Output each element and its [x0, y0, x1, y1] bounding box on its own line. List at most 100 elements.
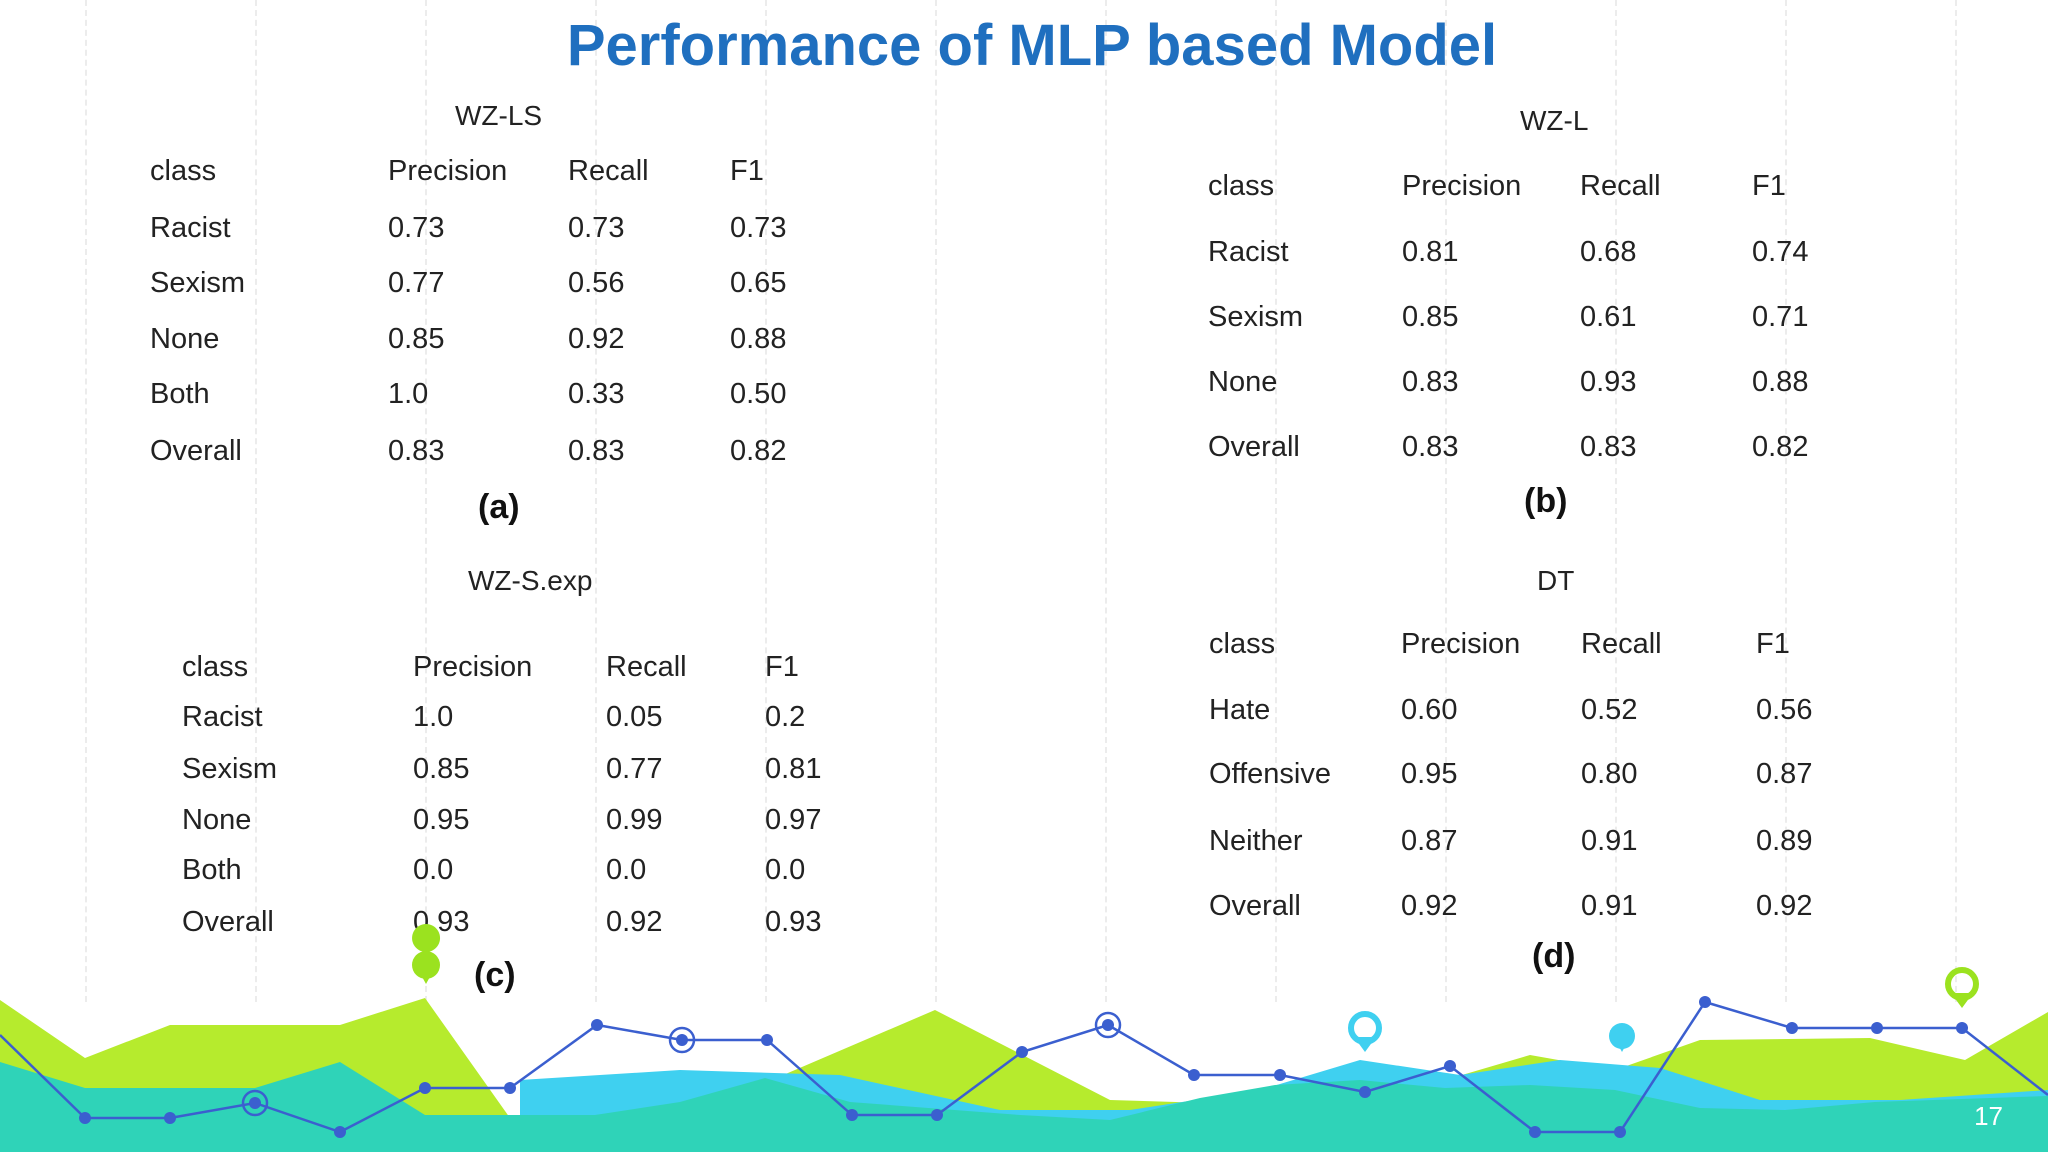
cell-value: 0.85	[1402, 301, 1459, 333]
row-label: Sexism	[150, 267, 246, 299]
cell-value: 0.92	[1756, 890, 1813, 922]
cell-value: 0.52	[1581, 694, 1638, 726]
cell-value: 0.83	[568, 435, 625, 467]
cell-value: 0.83	[1402, 431, 1459, 463]
cell-value: 0.83	[1402, 366, 1459, 398]
guide-line	[1445, 0, 1447, 1002]
page-number: 17	[1974, 1101, 2003, 1131]
row-label: Racist	[150, 212, 231, 244]
table-name: DT	[1537, 565, 1575, 596]
cell-value: 0.92	[606, 906, 663, 938]
trend-points	[79, 996, 1968, 1138]
cell-value: 0.91	[1581, 825, 1638, 857]
cell-value: 0.85	[388, 323, 445, 355]
cell-value: 0.80	[1581, 758, 1638, 790]
row-label: Neither	[1209, 825, 1303, 857]
header-class: class	[1208, 170, 1275, 202]
slide-title: Performance of MLP based Model	[566, 13, 1498, 78]
cell-value: 0.56	[1756, 694, 1813, 726]
row-label: None	[150, 323, 220, 355]
row-label: Sexism	[182, 753, 278, 785]
guide-line	[85, 0, 87, 1002]
cell-value: 0.89	[1756, 825, 1813, 857]
table-name: WZ-LS	[455, 100, 543, 131]
cell-value: 0.87	[1401, 825, 1458, 857]
cell-value: 0.33	[568, 378, 625, 410]
cell-value: 0.88	[1752, 366, 1809, 398]
guide-line	[595, 0, 597, 1002]
guide-line	[935, 0, 937, 1002]
row-label: Both	[182, 854, 242, 886]
cell-value: 0.92	[1401, 890, 1458, 922]
guide-line	[1955, 0, 1957, 1002]
row-label: None	[182, 804, 252, 836]
cell-value: 0.82	[1752, 431, 1809, 463]
row-label: Racist	[182, 701, 263, 733]
cell-value: 0.56	[568, 267, 625, 299]
cell-value: 0.68	[1580, 236, 1637, 268]
cell-value: 0.71	[1752, 301, 1809, 333]
header-precision: Precision	[1401, 628, 1521, 660]
location-outline-icon	[1348, 1011, 1382, 1052]
row-label: Hate	[1209, 694, 1271, 726]
row-label: Overall	[150, 435, 242, 467]
header-f1: F1	[1752, 170, 1786, 202]
guide-line	[1615, 0, 1617, 1002]
row-label: Overall	[182, 906, 274, 938]
row-label: Racist	[1208, 236, 1289, 268]
cell-value: 0.87	[1756, 758, 1813, 790]
cell-value: 0.0	[413, 854, 454, 886]
cell-value: 0.0	[606, 854, 647, 886]
guide-line	[1275, 0, 1277, 1002]
row-label: Both	[150, 378, 210, 410]
row-label: Offensive	[1209, 758, 1331, 790]
cell-value: 0.05	[606, 701, 663, 733]
guide-line	[255, 0, 257, 1002]
guide-line	[1785, 0, 1787, 1002]
cell-value: 0.85	[413, 753, 470, 785]
map-pin-icon	[412, 951, 440, 979]
header-recall: Recall	[1580, 170, 1661, 202]
cell-value: 0.73	[568, 212, 625, 244]
row-label: Sexism	[1208, 301, 1304, 333]
header-precision: Precision	[413, 651, 533, 683]
guide-line	[765, 0, 767, 1002]
cell-value: 0.83	[388, 435, 445, 467]
cell-value: 0.95	[413, 804, 470, 836]
header-recall: Recall	[568, 155, 649, 187]
table-caption: (c)	[474, 956, 516, 994]
cell-value: 0.81	[765, 753, 822, 785]
cell-value: 0.95	[1401, 758, 1458, 790]
cell-value: 0.77	[388, 267, 445, 299]
cell-value: 0.50	[730, 378, 787, 410]
cell-value: 1.0	[388, 378, 429, 410]
cell-value: 0.61	[1580, 301, 1637, 333]
cell-value: 0.0	[765, 854, 806, 886]
cell-value: 0.81	[1402, 236, 1459, 268]
cell-value: 0.93	[1580, 366, 1637, 398]
cell-value: 1.0	[413, 701, 454, 733]
row-label: Overall	[1208, 431, 1300, 463]
ring-markers	[241, 1011, 1122, 1117]
cell-value: 0.91	[1581, 890, 1638, 922]
cell-value: 0.88	[730, 323, 787, 355]
cell-value: 0.74	[1752, 236, 1809, 268]
header-precision: Precision	[1402, 170, 1522, 202]
cell-value: 0.97	[765, 804, 822, 836]
location-outline-icon	[1945, 967, 1979, 1008]
map-pin-head	[1609, 1023, 1635, 1049]
row-label: None	[1208, 366, 1278, 398]
cell-value: 0.92	[568, 323, 625, 355]
cell-value: 0.82	[730, 435, 787, 467]
table-caption: (a)	[478, 488, 520, 526]
guide-line	[1105, 0, 1107, 1002]
header-recall: Recall	[606, 651, 687, 683]
cell-value: 0.60	[1401, 694, 1458, 726]
cell-value: 0.99	[606, 804, 663, 836]
cell-value: 0.2	[765, 701, 806, 733]
header-class: class	[150, 155, 217, 187]
header-precision: Precision	[388, 155, 508, 187]
table-name: WZ-S.exp	[468, 565, 593, 596]
header-class: class	[1209, 628, 1276, 660]
